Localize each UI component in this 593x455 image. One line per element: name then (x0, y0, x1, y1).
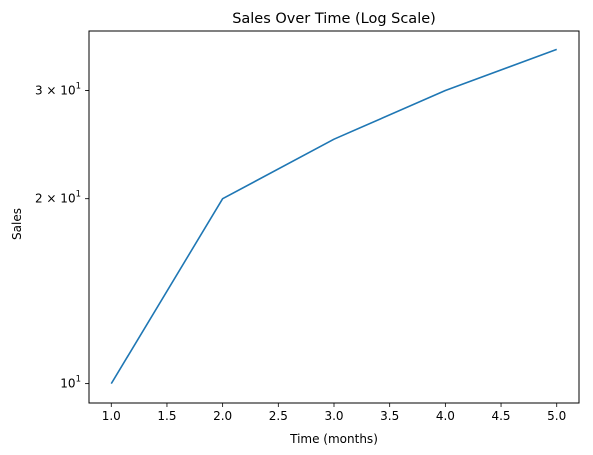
x-tick-label: 2.5 (269, 409, 288, 423)
x-axis-ticks: 1.0 1.5 2.0 2.5 3.0 3.5 4.0 4.5 5.0 (102, 403, 566, 423)
x-tick-label: 1.0 (102, 409, 121, 423)
x-axis-label: Time (months) (289, 432, 378, 446)
y-tick-label: 2 × 101 (35, 190, 81, 206)
chart-title: Sales Over Time (Log Scale) (232, 11, 436, 27)
x-tick-label: 2.0 (213, 409, 232, 423)
series-line-0 (110, 48, 558, 385)
x-tick-label: 4.5 (491, 409, 510, 423)
axes-frame (88, 30, 580, 404)
y-axis-label: Sales (10, 208, 24, 240)
x-tick-label: 3.5 (380, 409, 399, 423)
y-tick-label: 101 (60, 375, 81, 391)
plot-area (110, 48, 558, 385)
x-tick-label: 1.5 (157, 409, 176, 423)
y-tick-label: 3 × 101 (35, 82, 81, 98)
x-tick-label: 4.0 (436, 409, 455, 423)
x-tick-label: 5.0 (547, 409, 566, 423)
x-tick-label: 3.0 (324, 409, 343, 423)
y-axis-ticks: 101 2 × 101 3 × 101 (35, 82, 89, 391)
